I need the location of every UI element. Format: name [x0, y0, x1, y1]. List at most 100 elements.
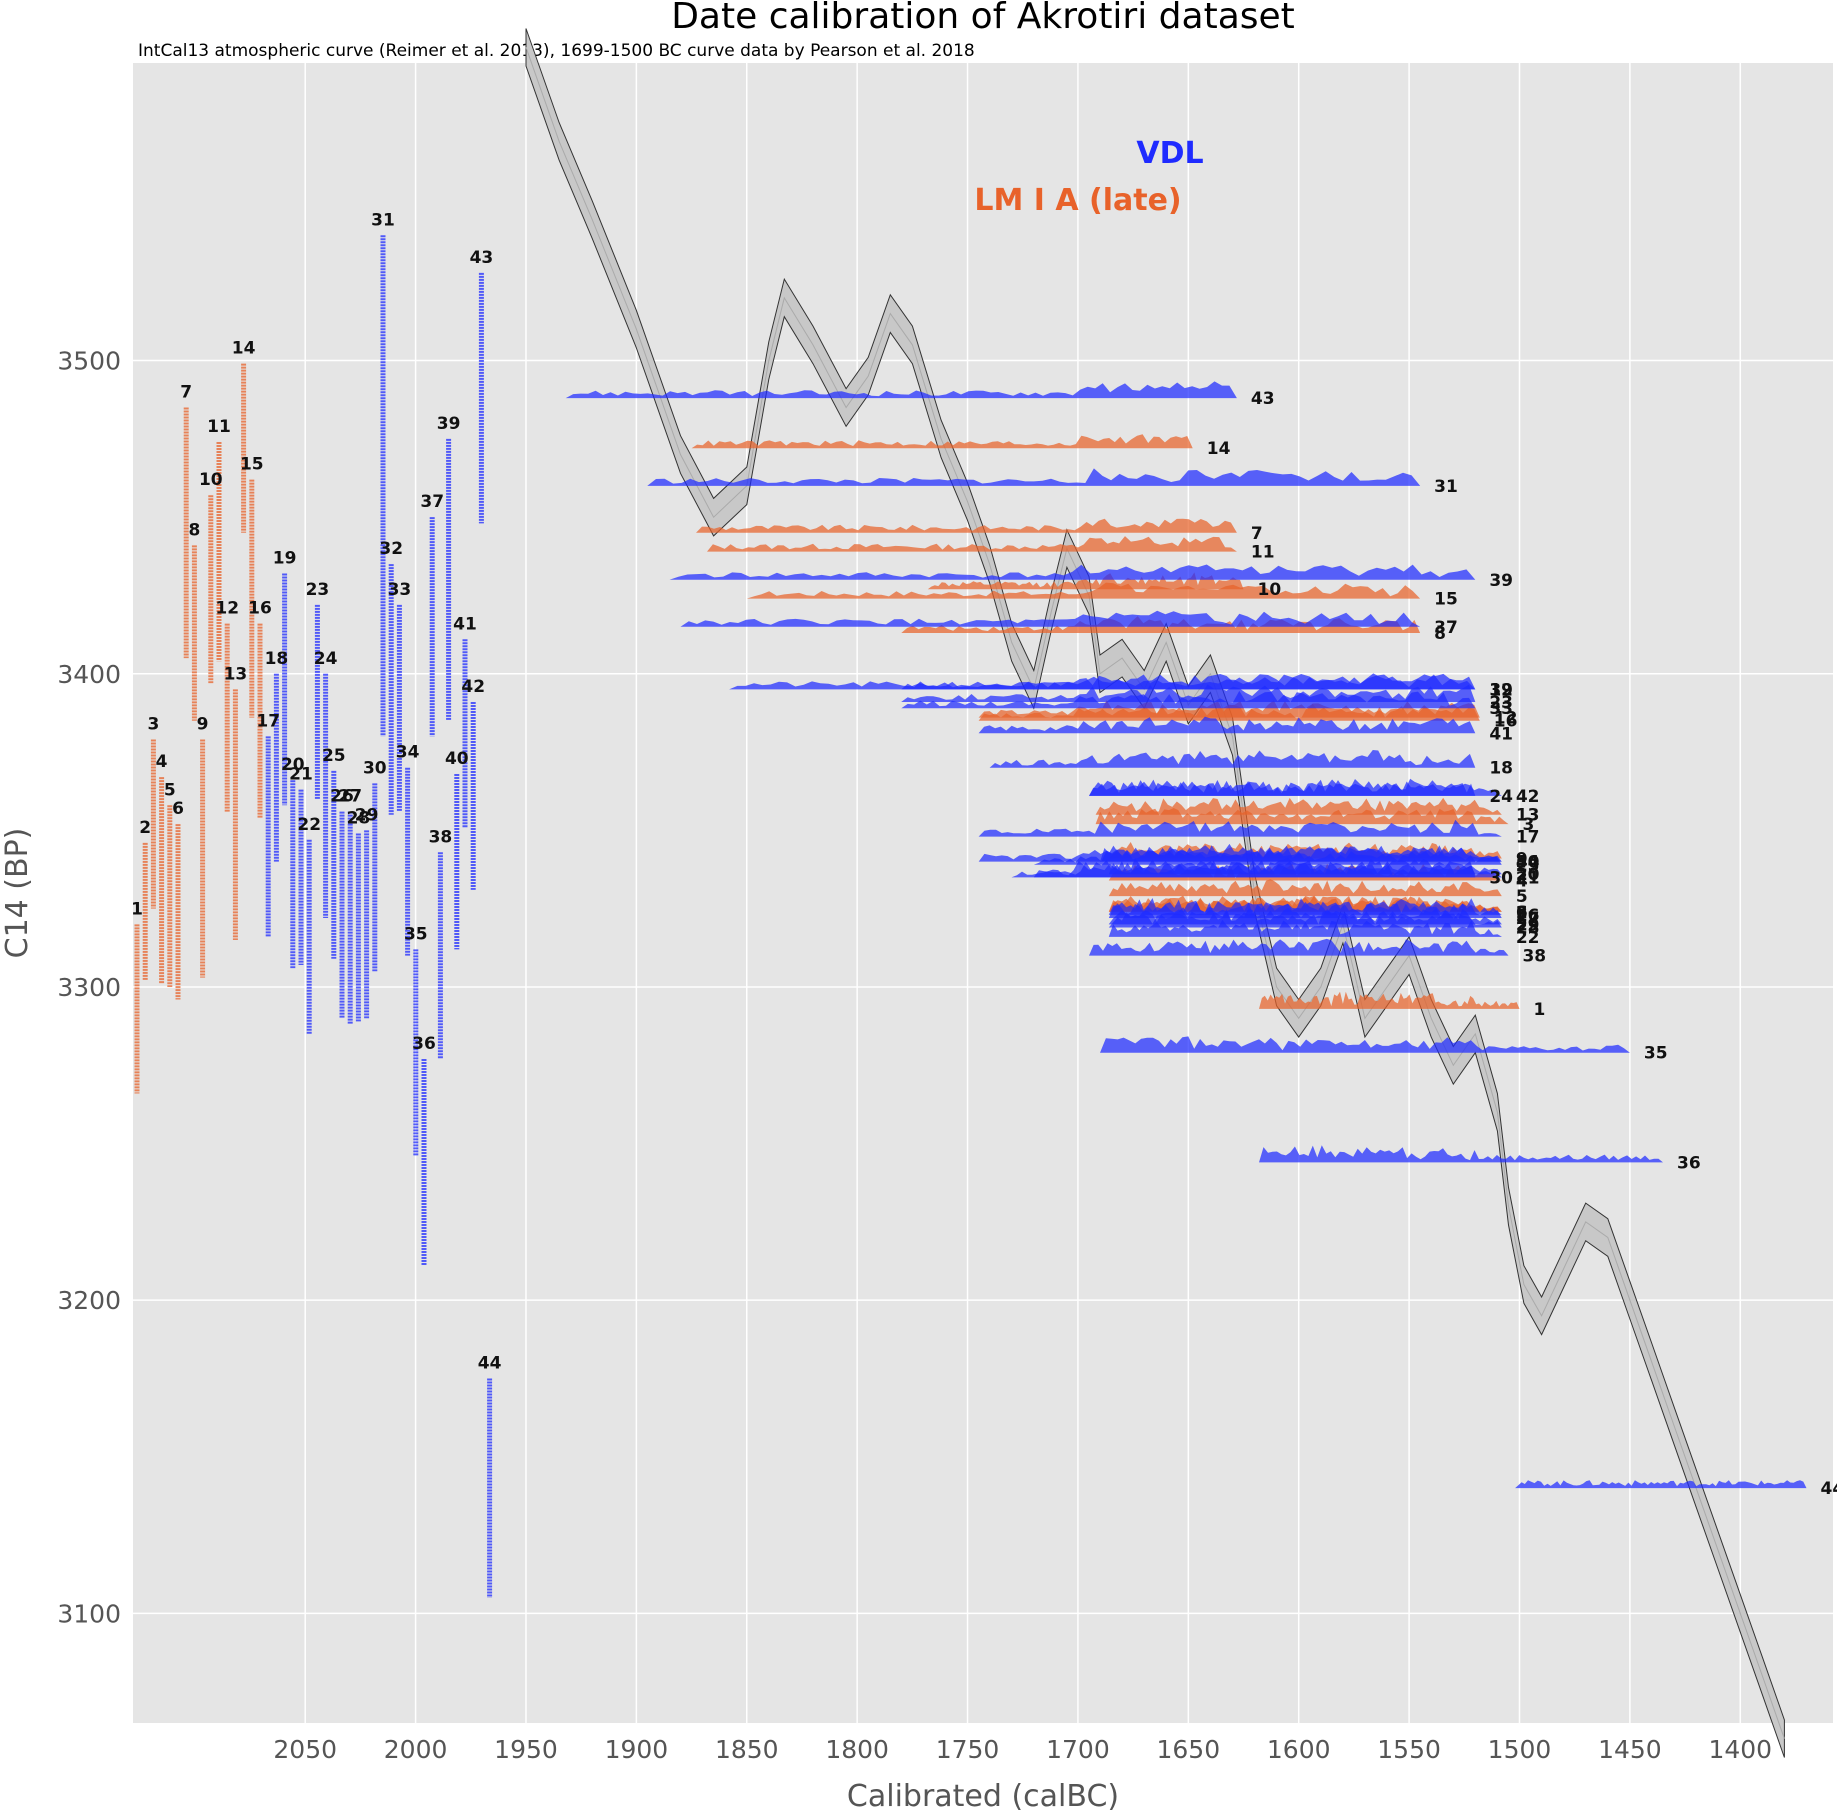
- distribution-10: [927, 572, 1244, 590]
- bar-label-26: 26: [330, 787, 354, 807]
- bar-label-27: 27: [338, 787, 362, 807]
- bar-label-10: 10: [199, 470, 223, 490]
- distribution-43: [565, 381, 1237, 399]
- distribution-label-32: 32: [1489, 680, 1513, 700]
- distribution-36: [1259, 1145, 1663, 1163]
- chart-subtitle: IntCal13 atmospheric curve (Reimer et al…: [138, 41, 975, 61]
- bar-label-30: 30: [363, 758, 387, 778]
- distribution-label-12: 12: [1494, 709, 1518, 729]
- legend: VDL LM I A (late): [974, 136, 1203, 218]
- x-tick-label: 1850: [715, 1735, 779, 1764]
- y-axis-label: C14 (BP): [0, 828, 35, 959]
- x-tick-label: 1750: [936, 1735, 1000, 1764]
- bar-label-19: 19: [273, 549, 297, 569]
- x-tick-label: 1550: [1377, 1735, 1441, 1764]
- y-axis-ticks: 3100 3200 3300 3400 3500: [57, 347, 121, 1629]
- distribution-label-23: 23: [1489, 693, 1513, 713]
- x-tick-label: 2000: [384, 1735, 448, 1764]
- distribution-label-30: 30: [1489, 868, 1513, 888]
- grid-lines: [133, 63, 1833, 1723]
- bar-label-32: 32: [379, 539, 403, 559]
- x-tick-label: 1600: [1267, 1735, 1331, 1764]
- bar-label-31: 31: [371, 210, 395, 230]
- distribution-label-31: 31: [1434, 477, 1458, 497]
- y-tick-label: 3300: [57, 973, 121, 1002]
- distribution-17: [978, 819, 1502, 837]
- y-tick-label: 3500: [57, 347, 121, 376]
- bar-label-7: 7: [180, 383, 192, 403]
- y-tick-label: 3400: [57, 660, 121, 689]
- distribution-label-20: 20: [1516, 865, 1540, 885]
- distribution-23: [901, 684, 1476, 702]
- distribution-40: [978, 845, 1502, 862]
- distribution-label-28: 28: [1516, 918, 1540, 938]
- bar-label-12: 12: [215, 599, 239, 619]
- distribution-label-29: 29: [1516, 915, 1540, 935]
- distribution-38: [1089, 938, 1509, 956]
- distribution-label-44: 44: [1821, 1479, 1837, 1499]
- bar-label-44: 44: [478, 1353, 502, 1373]
- distribution-3: [1095, 808, 1509, 825]
- distribution-label-11: 11: [1251, 543, 1275, 563]
- bar-label-8: 8: [188, 520, 200, 540]
- bar-label-36: 36: [412, 1034, 436, 1054]
- distribution-label-37: 37: [1434, 618, 1458, 638]
- bar-label-34: 34: [396, 743, 420, 763]
- bar-label-35: 35: [404, 924, 428, 944]
- bar-label-21: 21: [289, 765, 313, 785]
- bar-label-20: 20: [281, 755, 305, 775]
- distribution-label-24: 24: [1489, 787, 1513, 807]
- distribution-30: [1011, 860, 1476, 878]
- bar-label-16: 16: [248, 599, 272, 619]
- distribution-label-33: 33: [1489, 699, 1513, 719]
- distribution-label-5: 5: [1516, 887, 1528, 907]
- distribution-11: [707, 536, 1237, 552]
- x-tick-label: 1700: [1046, 1735, 1110, 1764]
- legend-entry-vdl: VDL: [1136, 136, 1203, 171]
- distribution-13: [1095, 797, 1502, 815]
- c14-measurement-bars: [134, 235, 493, 1598]
- distribution-label-1: 1: [1533, 1000, 1545, 1020]
- x-tick-label: 1500: [1488, 1735, 1552, 1764]
- bar-label-24: 24: [314, 649, 338, 669]
- x-tick-label: 1800: [825, 1735, 889, 1764]
- distribution-label-35: 35: [1644, 1044, 1668, 1064]
- bar-label-40: 40: [445, 749, 469, 769]
- distribution-label-22: 22: [1516, 928, 1540, 948]
- plot-background: [133, 63, 1833, 1723]
- bar-label-11: 11: [207, 417, 231, 437]
- distribution-39: [669, 564, 1476, 580]
- bar-label-41: 41: [453, 614, 477, 634]
- distribution-label-7: 7: [1251, 524, 1263, 544]
- x-axis-ticks: 2050 2000 1950 1900 1850 1800 1750 1700 1650 1600…: [273, 1735, 1772, 1764]
- distribution-label-42: 42: [1516, 787, 1540, 807]
- distribution-label-19: 19: [1489, 680, 1513, 700]
- distribution-label-36: 36: [1677, 1153, 1701, 1173]
- distribution-18: [989, 750, 1476, 768]
- x-tick-label: 2050: [273, 1735, 337, 1764]
- distribution-33: [901, 690, 1476, 709]
- distribution-label-6: 6: [1516, 903, 1528, 923]
- bar-label-22: 22: [297, 815, 321, 835]
- bar-label-39: 39: [437, 414, 461, 434]
- x-tick-label: 1900: [605, 1735, 669, 1764]
- distribution-16: [978, 703, 1480, 721]
- curve-mean-line: [525, 47, 1785, 1739]
- distribution-label-21: 21: [1516, 868, 1540, 888]
- distribution-22: [1108, 919, 1502, 937]
- distribution-label-2: 2: [1516, 903, 1528, 923]
- bar-label-3: 3: [147, 715, 159, 735]
- distribution-label-34: 34: [1516, 853, 1540, 873]
- bar-label-6: 6: [172, 799, 184, 819]
- bar-label-18: 18: [265, 649, 289, 669]
- y-tick-label: 3200: [57, 1286, 121, 1315]
- bar-label-43: 43: [470, 248, 494, 268]
- distribution-41: [978, 716, 1476, 734]
- distribution-label-43: 43: [1251, 389, 1275, 409]
- calibration-curve: [525, 28, 1785, 1758]
- distribution-label-16: 16: [1494, 712, 1518, 732]
- distribution-14: [691, 434, 1193, 449]
- y-tick-label: 3100: [57, 1599, 121, 1628]
- sample-labels: 1234567891011121314151617181920212223242…: [131, 210, 1837, 1499]
- x-tick-label: 1450: [1598, 1735, 1662, 1764]
